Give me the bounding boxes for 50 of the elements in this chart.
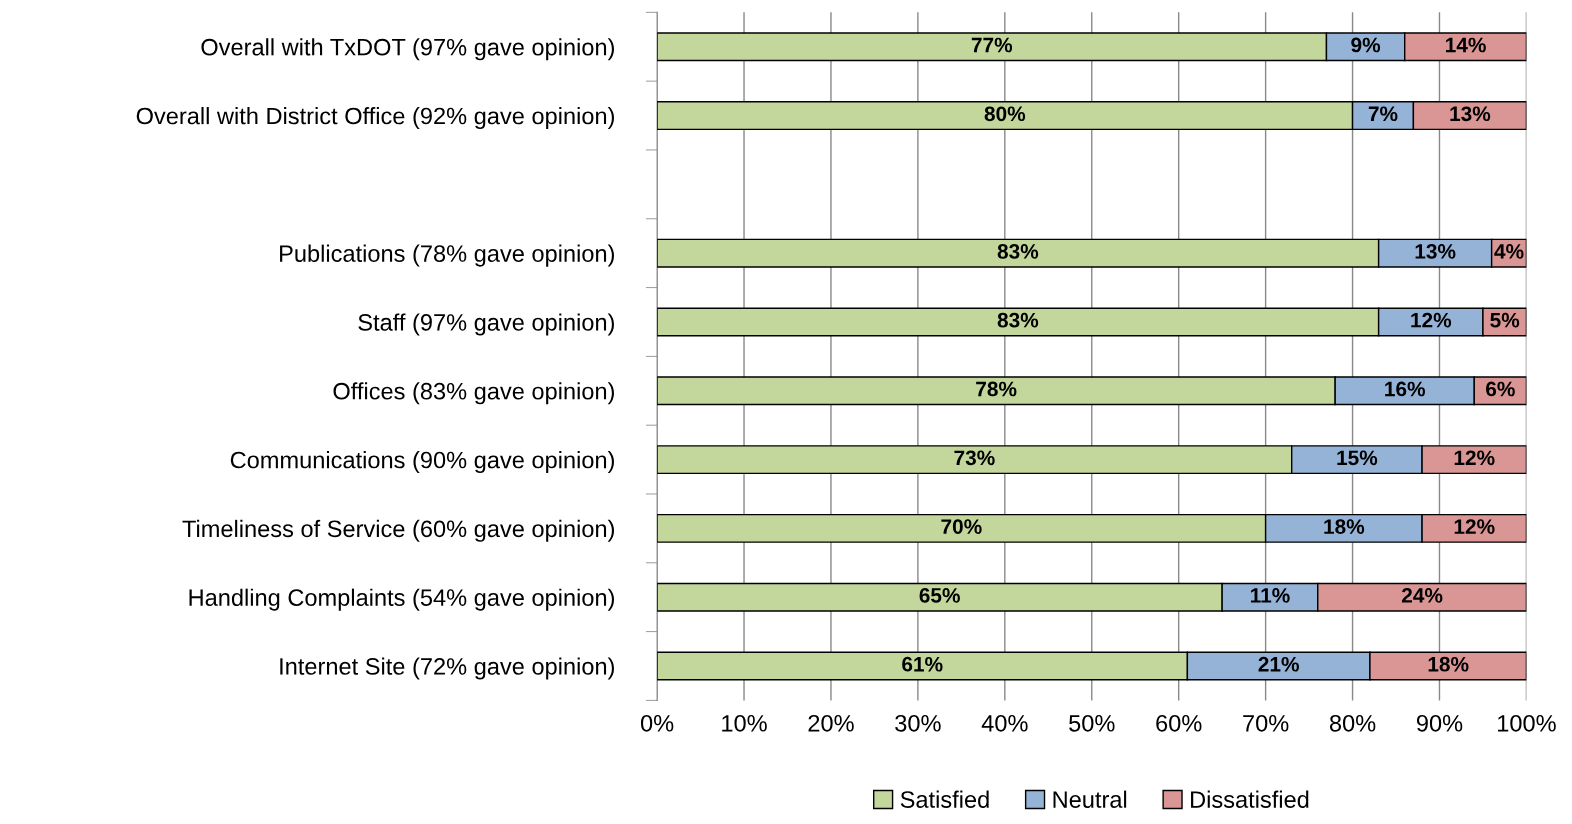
- data-label: 61%: [902, 656, 943, 672]
- data-label: 78%: [976, 381, 1017, 397]
- y-tick-label: Internet Site (72% gave opinion): [280, 657, 614, 680]
- data-label: 18%: [1428, 656, 1469, 672]
- data-label: 5%: [1490, 312, 1520, 328]
- y-tick-label: Overall with District Office (92% gave opinion): [136, 107, 614, 130]
- data-label: 13%: [1415, 244, 1456, 259]
- legend-label: Neutral: [1053, 790, 1127, 808]
- data-label: 24%: [1401, 588, 1443, 603]
- legend-label: Dissatisfied: [1191, 790, 1309, 808]
- legend-label: Satisfied: [900, 790, 989, 808]
- y-tick-label: Timeliness of Service (60% gave opinion): [182, 519, 614, 542]
- data-label: 14%: [1446, 37, 1486, 53]
- x-tick-label: 90%: [1416, 714, 1463, 732]
- data-label: 18%: [1324, 519, 1365, 534]
- x-tick-label: 50%: [1069, 714, 1115, 732]
- x-tick-label: 60%: [1156, 714, 1202, 732]
- data-label: 7%: [1368, 106, 1398, 122]
- y-tick-label: Staff (97% gave opinion): [358, 313, 614, 336]
- data-label: 21%: [1258, 656, 1299, 672]
- data-label: 16%: [1385, 381, 1426, 397]
- y-tick-label: Communications (90% gave opinion): [230, 451, 614, 474]
- data-label: 80%: [984, 106, 1026, 122]
- data-label: 83%: [997, 312, 1039, 328]
- data-label: 9%: [1351, 37, 1381, 53]
- data-label: 4%: [1494, 244, 1524, 259]
- data-label: 12%: [1454, 519, 1495, 534]
- data-label: 83%: [997, 244, 1039, 259]
- data-label: 70%: [941, 519, 982, 534]
- x-tick-label: 30%: [895, 714, 941, 732]
- data-label: 73%: [954, 450, 995, 466]
- x-tick-label: 70%: [1243, 714, 1289, 732]
- x-tick-label: 20%: [808, 714, 854, 732]
- y-tick-label: Publications (78% gave opinion): [280, 244, 614, 267]
- x-tick-label: 0%: [640, 714, 674, 732]
- data-label: 15%: [1337, 450, 1378, 466]
- data-label: 13%: [1450, 106, 1491, 122]
- data-label: 11%: [1251, 588, 1290, 603]
- data-label: 12%: [1411, 312, 1452, 328]
- data-label: 6%: [1486, 381, 1515, 397]
- y-tick-label: Offices (83% gave opinion): [333, 382, 614, 405]
- x-tick-label: 100%: [1498, 714, 1556, 732]
- x-tick-label: 40%: [981, 714, 1028, 732]
- y-tick-label: Handling Complaints (54% gave opinion): [189, 588, 614, 611]
- x-tick-label: 10%: [722, 714, 767, 732]
- data-label: 77%: [971, 37, 1013, 53]
- data-label: 65%: [919, 588, 960, 603]
- x-tick-label: 80%: [1329, 714, 1376, 732]
- data-label: 12%: [1454, 450, 1495, 466]
- y-tick-label: Overall with TxDOT (97% gave opinion): [201, 38, 614, 61]
